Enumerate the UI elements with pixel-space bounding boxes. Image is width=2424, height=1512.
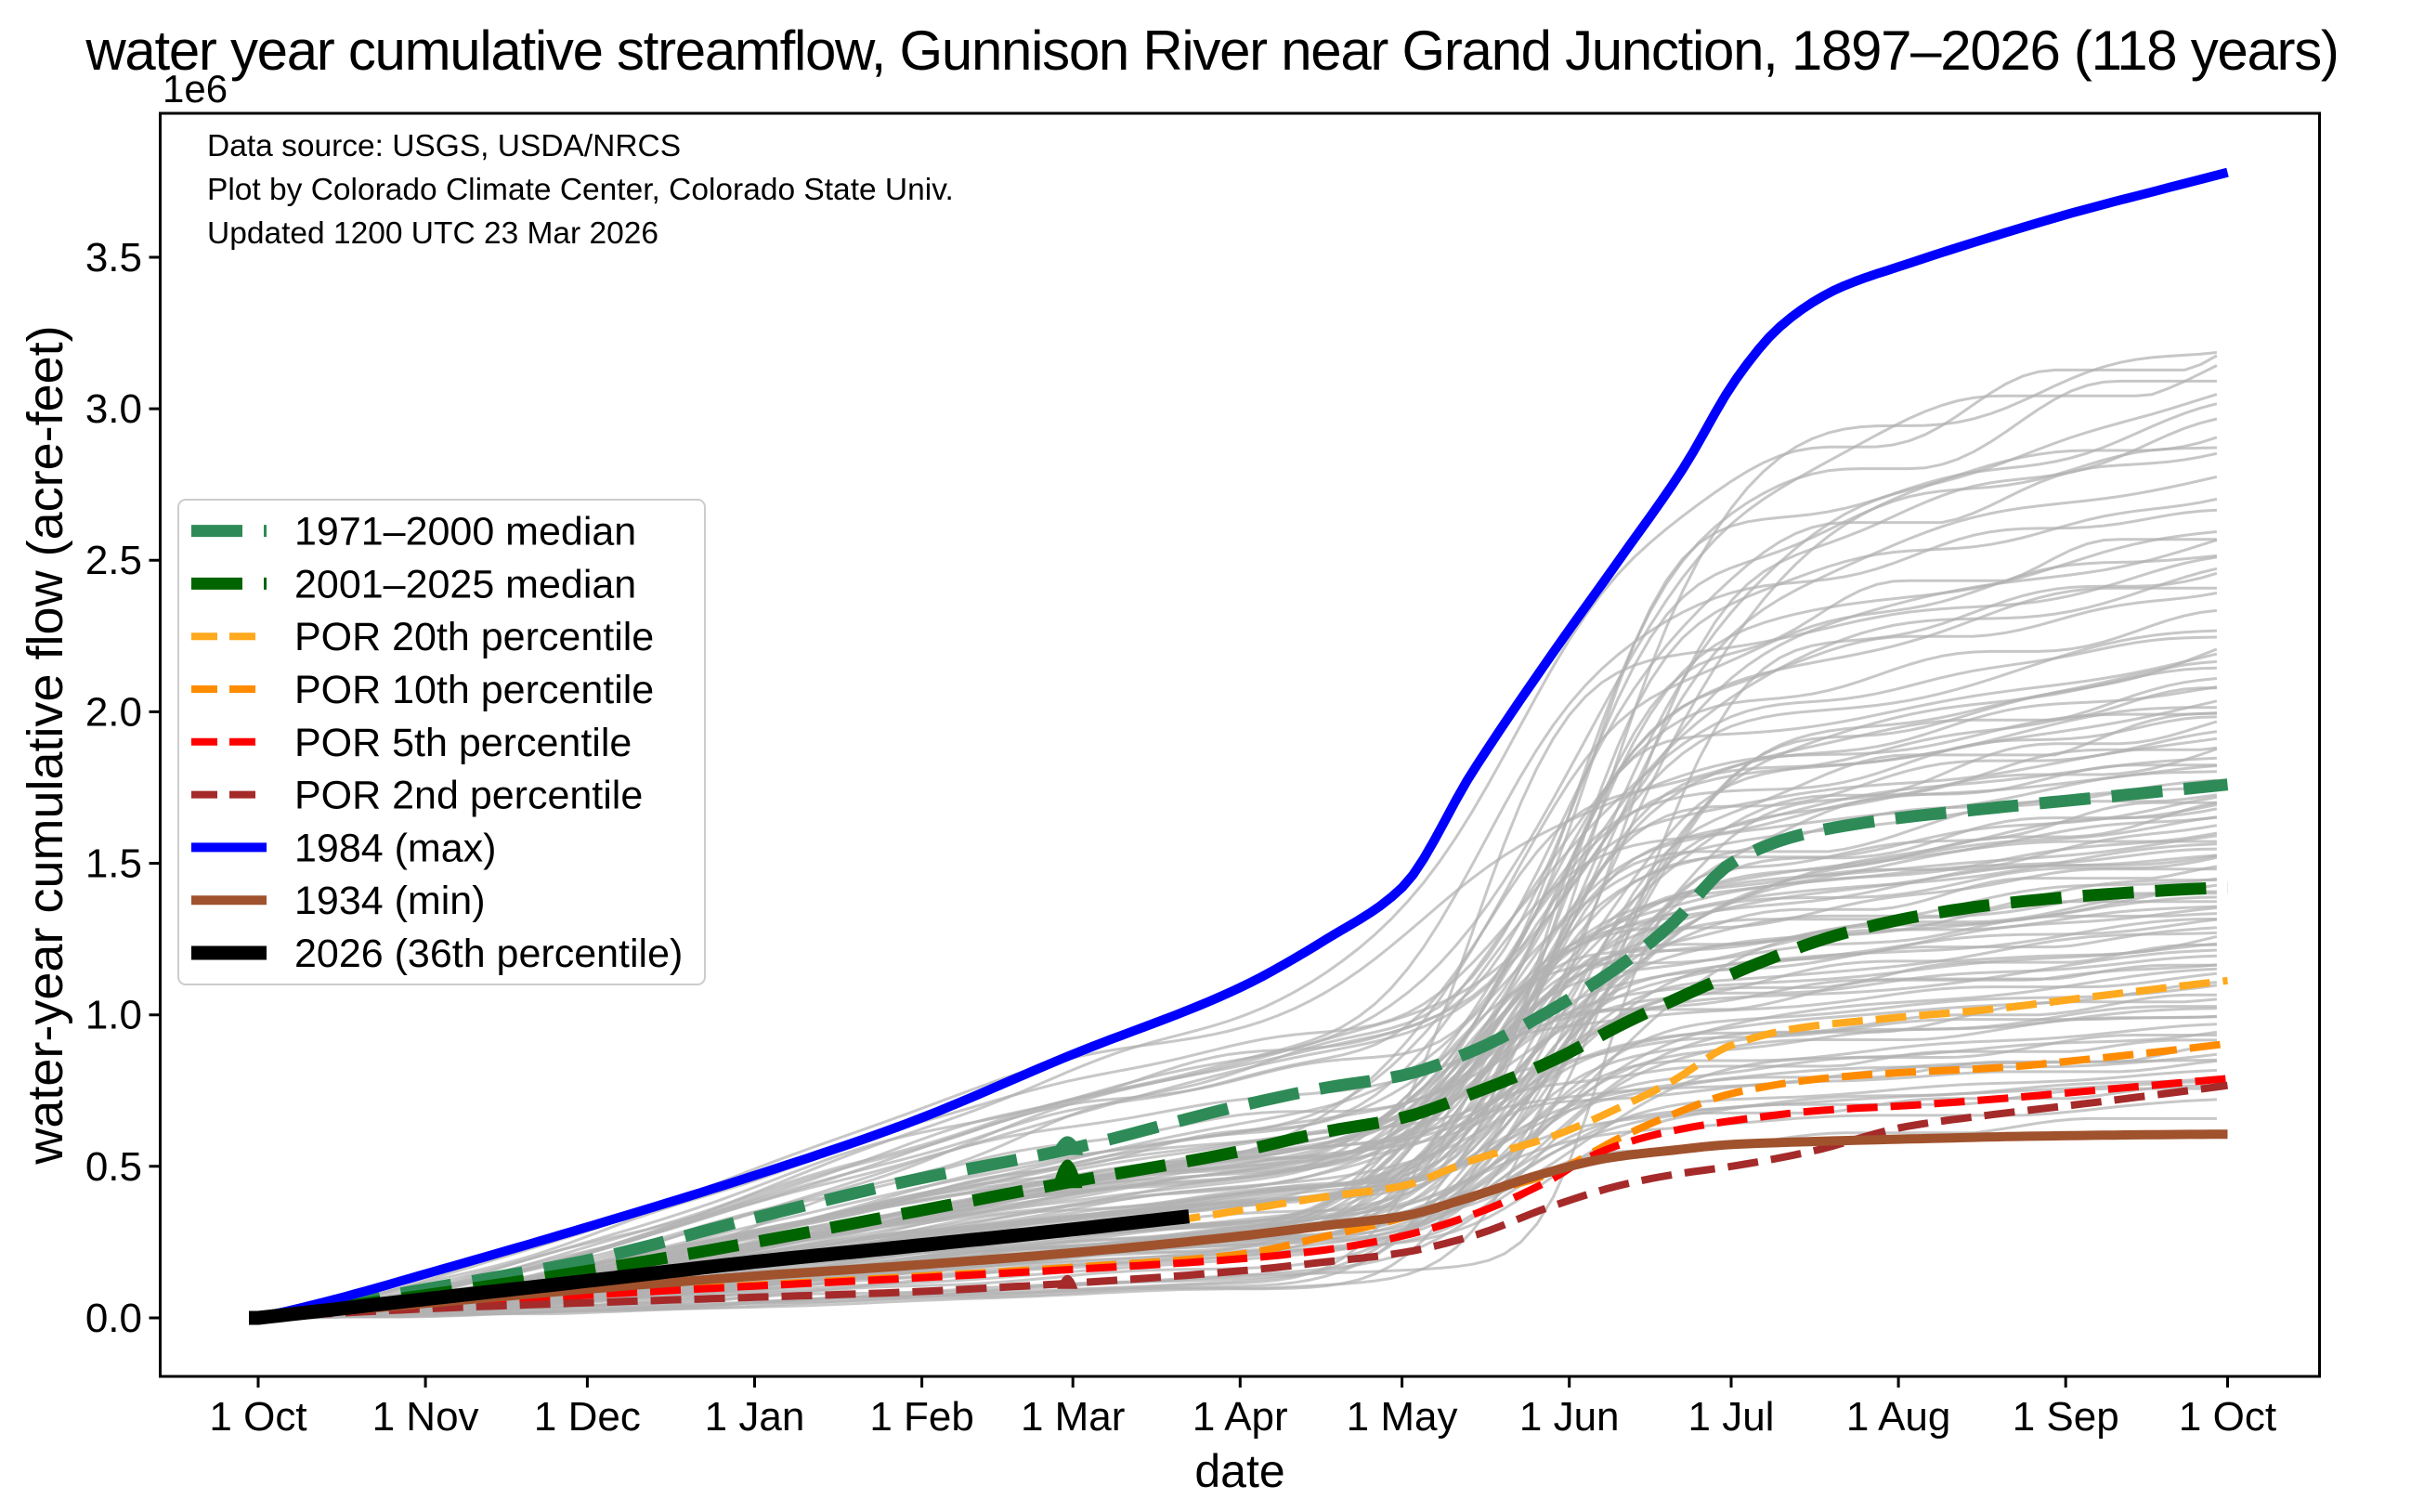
- svg-text:1 Jan: 1 Jan: [705, 1394, 805, 1440]
- svg-text:POR 20th percentile: POR 20th percentile: [294, 615, 654, 659]
- svg-text:1 Oct: 1 Oct: [2179, 1394, 2276, 1440]
- svg-text:2026 (36th percentile): 2026 (36th percentile): [294, 932, 683, 976]
- svg-text:Plot by Colorado Climate Cente: Plot by Colorado Climate Center, Colorad…: [207, 173, 954, 207]
- svg-text:1 Dec: 1 Dec: [534, 1394, 641, 1440]
- svg-text:Data source: USGS, USDA/NRCS: Data source: USGS, USDA/NRCS: [207, 129, 681, 163]
- svg-text:date: date: [1194, 1445, 1284, 1497]
- svg-text:POR 5th percentile: POR 5th percentile: [294, 721, 632, 765]
- svg-text:1 Mar: 1 Mar: [1021, 1394, 1125, 1440]
- svg-text:water-year cumulative flow (ac: water-year cumulative flow (acre-feet): [18, 325, 73, 1165]
- svg-text:1.5: 1.5: [85, 841, 142, 887]
- svg-text:Updated 1200 UTC 23 Mar 2026: Updated 1200 UTC 23 Mar 2026: [207, 216, 658, 251]
- svg-text:2.5: 2.5: [85, 538, 142, 583]
- svg-text:2.0: 2.0: [85, 689, 142, 735]
- svg-text:1 May: 1 May: [1347, 1394, 1458, 1440]
- svg-text:POR 10th percentile: POR 10th percentile: [294, 668, 654, 712]
- svg-text:2001–2025 median: 2001–2025 median: [294, 562, 636, 606]
- svg-text:3.0: 3.0: [85, 386, 142, 432]
- svg-text:1 Jun: 1 Jun: [1519, 1394, 1620, 1440]
- svg-text:1 Feb: 1 Feb: [869, 1394, 974, 1440]
- svg-text:POR 2nd percentile: POR 2nd percentile: [294, 774, 643, 818]
- svg-text:1 Aug: 1 Aug: [1846, 1394, 1951, 1440]
- svg-text:1e6: 1e6: [163, 67, 228, 111]
- svg-text:1 Nov: 1 Nov: [372, 1394, 479, 1440]
- svg-text:1971–2000 median: 1971–2000 median: [294, 510, 636, 554]
- svg-text:1934 (min): 1934 (min): [294, 879, 486, 923]
- svg-text:1 Apr: 1 Apr: [1192, 1394, 1288, 1440]
- svg-text:1 Oct: 1 Oct: [209, 1394, 306, 1440]
- svg-text:1 Jul: 1 Jul: [1688, 1394, 1775, 1440]
- svg-text:3.5: 3.5: [85, 235, 142, 280]
- svg-text:1984 (max): 1984 (max): [294, 826, 496, 870]
- svg-text:0.0: 0.0: [85, 1296, 142, 1341]
- svg-text:1.0: 1.0: [85, 993, 142, 1038]
- svg-text:0.5: 0.5: [85, 1144, 142, 1190]
- svg-text:1 Sep: 1 Sep: [2013, 1394, 2119, 1440]
- svg-text:water year cumulative streamfl: water year cumulative streamflow, Gunnis…: [85, 20, 2338, 82]
